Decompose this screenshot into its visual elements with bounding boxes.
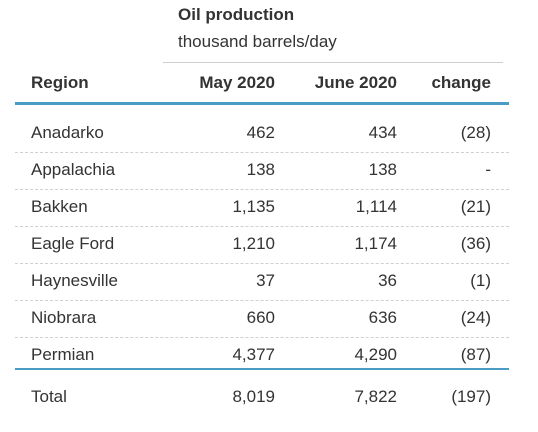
june-value-cell: 138 — [368, 160, 397, 179]
table-body: Anadarko 462 434 (28) Appalachia 138 138… — [15, 116, 509, 374]
table-row: Niobrara 660 636 (24) — [15, 301, 509, 338]
may-value-cell: 1,210 — [232, 234, 275, 253]
header-divider — [15, 102, 509, 105]
may-value-cell: 660 — [246, 308, 275, 327]
change-value-cell: (1) — [470, 271, 491, 290]
column-header-region: Region — [31, 73, 89, 92]
table-row: Permian 4,377 4,290 (87) — [15, 338, 509, 374]
total-label: Total — [31, 387, 67, 406]
change-value-cell: (24) — [460, 308, 491, 327]
change-value-cell: (36) — [460, 234, 491, 253]
june-value-cell: 434 — [368, 123, 397, 142]
region-cell: Appalachia — [31, 160, 116, 179]
region-cell: Niobrara — [31, 308, 97, 327]
may-value-cell: 1,135 — [232, 197, 275, 216]
change-value-cell: (28) — [460, 123, 491, 142]
change-value-cell: (87) — [460, 345, 491, 364]
column-header-june-2020: June 2020 — [314, 73, 397, 92]
column-group-header: Oil production thousand barrels/day — [163, 0, 503, 63]
column-header-may-2020: May 2020 — [199, 73, 275, 92]
change-value-cell: - — [485, 160, 491, 179]
june-value-cell: 1,174 — [354, 234, 397, 253]
total-may-value: 8,019 — [232, 387, 275, 406]
region-cell: Permian — [31, 345, 95, 364]
total-divider — [15, 368, 509, 370]
may-value-cell: 4,377 — [232, 345, 275, 364]
change-value-cell: (21) — [460, 197, 491, 216]
table-units: thousand barrels/day — [178, 32, 337, 51]
june-value-cell: 36 — [378, 271, 397, 290]
region-cell: Eagle Ford — [31, 234, 115, 253]
may-value-cell: 462 — [246, 123, 275, 142]
total-june-value: 7,822 — [354, 387, 397, 406]
column-header-change: change — [431, 73, 491, 92]
june-value-cell: 1,114 — [355, 197, 397, 216]
may-value-cell: 138 — [246, 160, 275, 179]
table-row: Anadarko 462 434 (28) — [15, 116, 509, 153]
may-value-cell: 37 — [256, 271, 275, 290]
table-row: Bakken 1,135 1,114 (21) — [15, 190, 509, 227]
table-row: Appalachia 138 138 - — [15, 153, 509, 190]
region-cell: Bakken — [31, 197, 88, 216]
june-value-cell: 4,290 — [354, 345, 397, 364]
total-change-value: (197) — [451, 387, 491, 406]
region-cell: Haynesville — [31, 271, 118, 290]
table-row: Eagle Ford 1,210 1,174 (36) — [15, 227, 509, 264]
total-row: Total 8,019 7,822 (197) — [15, 380, 509, 416]
june-value-cell: 636 — [368, 308, 397, 327]
table-row: Haynesville 37 36 (1) — [15, 264, 509, 301]
table-title: Oil production — [178, 5, 295, 24]
region-cell: Anadarko — [31, 123, 104, 142]
